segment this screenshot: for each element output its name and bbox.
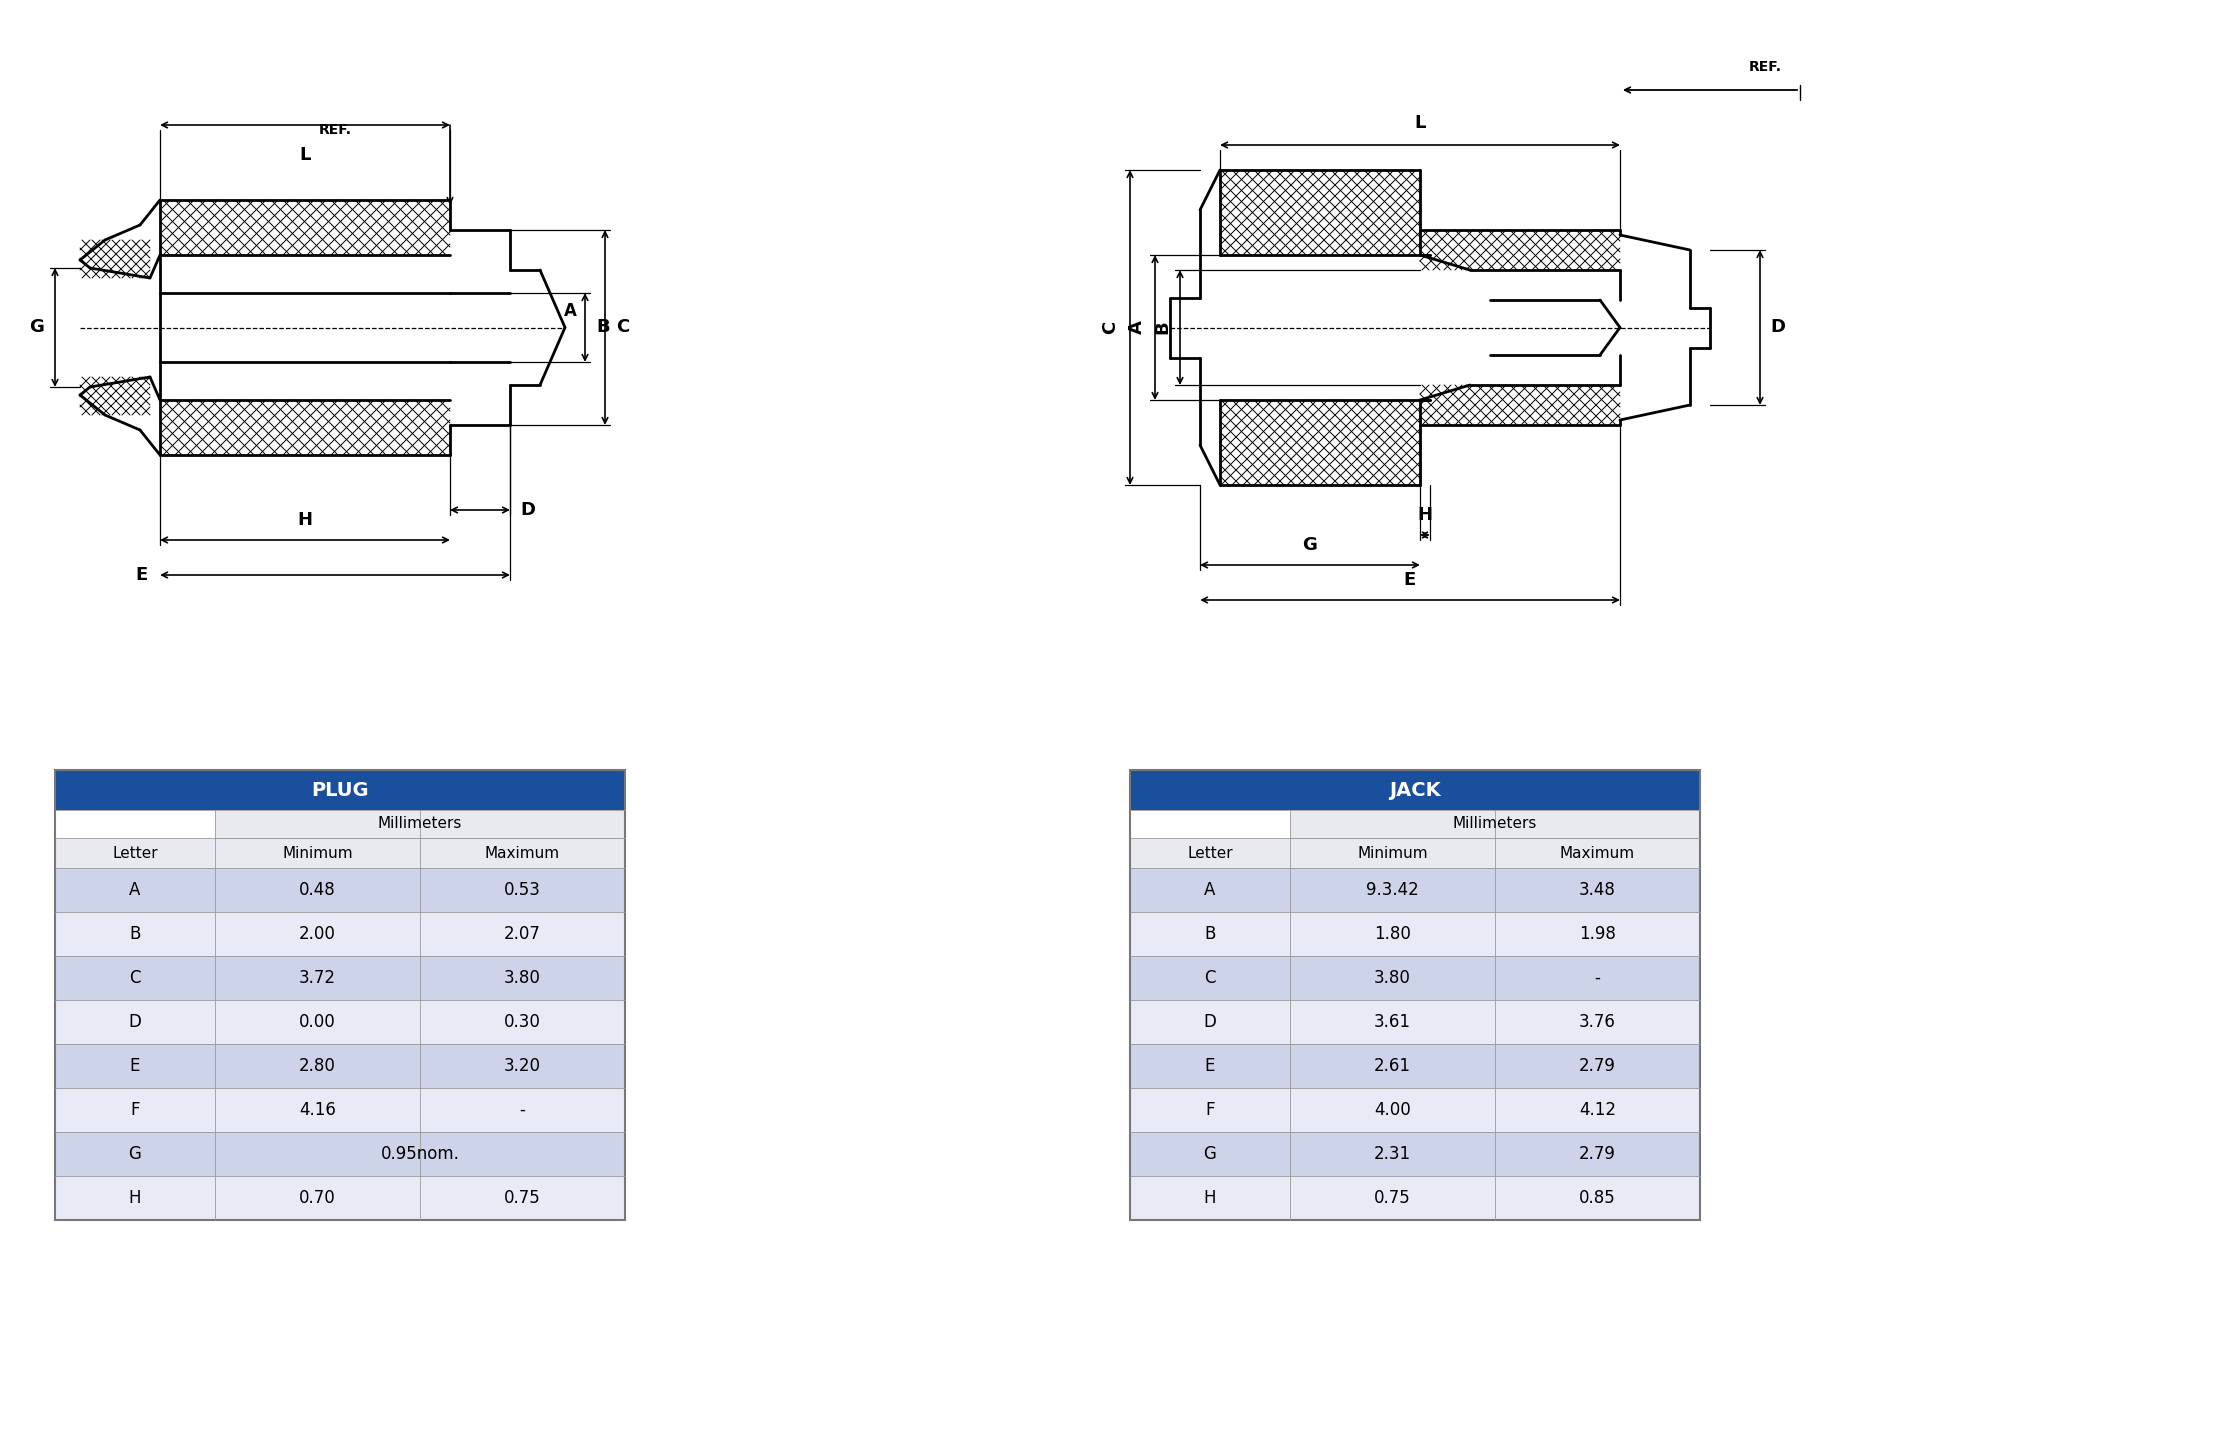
Text: 0.53: 0.53: [505, 881, 540, 899]
Bar: [1130, 868, 1699, 912]
Bar: [55, 1132, 625, 1176]
Text: 3.80: 3.80: [505, 969, 540, 986]
Bar: [55, 1044, 625, 1089]
Bar: [1130, 1044, 1699, 1089]
Text: 4.16: 4.16: [299, 1102, 337, 1119]
Bar: [55, 956, 625, 999]
Bar: [55, 1176, 625, 1220]
Text: C: C: [1101, 321, 1119, 334]
Bar: [1130, 1176, 1699, 1220]
Text: 0.75: 0.75: [505, 1189, 540, 1207]
Text: 0.48: 0.48: [299, 881, 337, 899]
Text: 2.00: 2.00: [299, 924, 337, 943]
Text: 2.31: 2.31: [1373, 1145, 1411, 1164]
Text: 0.30: 0.30: [505, 1012, 540, 1031]
Bar: [1130, 956, 1699, 999]
Text: D: D: [1203, 1012, 1216, 1031]
Text: 9.3.42: 9.3.42: [1367, 881, 1420, 899]
Bar: [55, 1089, 625, 1132]
Text: Letter: Letter: [1187, 845, 1234, 861]
Text: 0.95nom.: 0.95nom.: [381, 1145, 459, 1164]
Text: C: C: [1205, 969, 1216, 986]
Text: 3.20: 3.20: [505, 1057, 540, 1076]
Text: E: E: [135, 566, 148, 585]
Text: -: -: [1595, 969, 1601, 986]
Text: 2.79: 2.79: [1579, 1145, 1617, 1164]
Text: C: C: [616, 318, 629, 337]
Text: G: G: [29, 318, 44, 337]
Text: 0.70: 0.70: [299, 1189, 337, 1207]
Text: Minimum: Minimum: [281, 845, 352, 861]
Text: F: F: [1205, 1102, 1214, 1119]
Text: 4.00: 4.00: [1373, 1102, 1411, 1119]
Text: D: D: [128, 1012, 142, 1031]
Text: A: A: [563, 302, 576, 320]
Text: Millimeters: Millimeters: [379, 816, 463, 831]
Text: E: E: [1205, 1057, 1216, 1076]
Text: 0.85: 0.85: [1579, 1189, 1617, 1207]
Text: PLUG: PLUG: [310, 780, 370, 799]
Text: F: F: [131, 1102, 140, 1119]
Text: D: D: [521, 501, 536, 518]
Text: 0.75: 0.75: [1373, 1189, 1411, 1207]
Text: H: H: [128, 1189, 142, 1207]
Text: A: A: [128, 881, 142, 899]
Bar: [1130, 1089, 1699, 1132]
Text: B: B: [128, 924, 142, 943]
Text: A: A: [1127, 321, 1145, 334]
Bar: [1130, 838, 1699, 868]
Text: 2.07: 2.07: [505, 924, 540, 943]
Text: JACK: JACK: [1389, 780, 1440, 799]
Text: A: A: [1205, 881, 1216, 899]
Text: 2.80: 2.80: [299, 1057, 337, 1076]
Text: G: G: [128, 1145, 142, 1164]
Text: REF.: REF.: [319, 122, 352, 137]
Bar: [55, 770, 625, 1220]
Text: 4.12: 4.12: [1579, 1102, 1617, 1119]
Text: 0.00: 0.00: [299, 1012, 337, 1031]
Text: REF.: REF.: [1748, 60, 1781, 73]
Text: B: B: [596, 318, 609, 337]
Text: 3.61: 3.61: [1373, 1012, 1411, 1031]
Text: 3.80: 3.80: [1373, 969, 1411, 986]
Text: G: G: [1203, 1145, 1216, 1164]
Bar: [1130, 1132, 1699, 1176]
Text: 3.72: 3.72: [299, 969, 337, 986]
Bar: [1289, 809, 1699, 838]
Text: 1.98: 1.98: [1579, 924, 1617, 943]
Text: H: H: [1418, 505, 1433, 524]
Text: Millimeters: Millimeters: [1453, 816, 1537, 831]
Text: B: B: [1154, 321, 1172, 334]
Text: H: H: [297, 511, 312, 528]
Text: 3.48: 3.48: [1579, 881, 1617, 899]
Text: Maximum: Maximum: [485, 845, 560, 861]
Text: Letter: Letter: [113, 845, 157, 861]
Text: H: H: [1203, 1189, 1216, 1207]
Bar: [1130, 770, 1699, 1220]
Text: G: G: [1302, 536, 1318, 554]
Text: C: C: [128, 969, 142, 986]
Bar: [215, 809, 625, 838]
Text: D: D: [1770, 318, 1785, 337]
Bar: [1130, 770, 1699, 809]
Text: 2.61: 2.61: [1373, 1057, 1411, 1076]
Text: 2.79: 2.79: [1579, 1057, 1617, 1076]
Bar: [1130, 999, 1699, 1044]
Text: L: L: [299, 145, 310, 164]
Bar: [55, 770, 625, 809]
Text: B: B: [1205, 924, 1216, 943]
Bar: [55, 912, 625, 956]
Text: E: E: [131, 1057, 140, 1076]
Text: E: E: [1404, 572, 1415, 589]
Bar: [55, 868, 625, 912]
Text: 1.80: 1.80: [1373, 924, 1411, 943]
Bar: [1130, 912, 1699, 956]
Bar: [55, 999, 625, 1044]
Text: Minimum: Minimum: [1358, 845, 1429, 861]
Text: 3.76: 3.76: [1579, 1012, 1617, 1031]
Text: Maximum: Maximum: [1559, 845, 1635, 861]
Bar: [55, 838, 625, 868]
Text: -: -: [521, 1102, 525, 1119]
Text: L: L: [1415, 114, 1426, 132]
